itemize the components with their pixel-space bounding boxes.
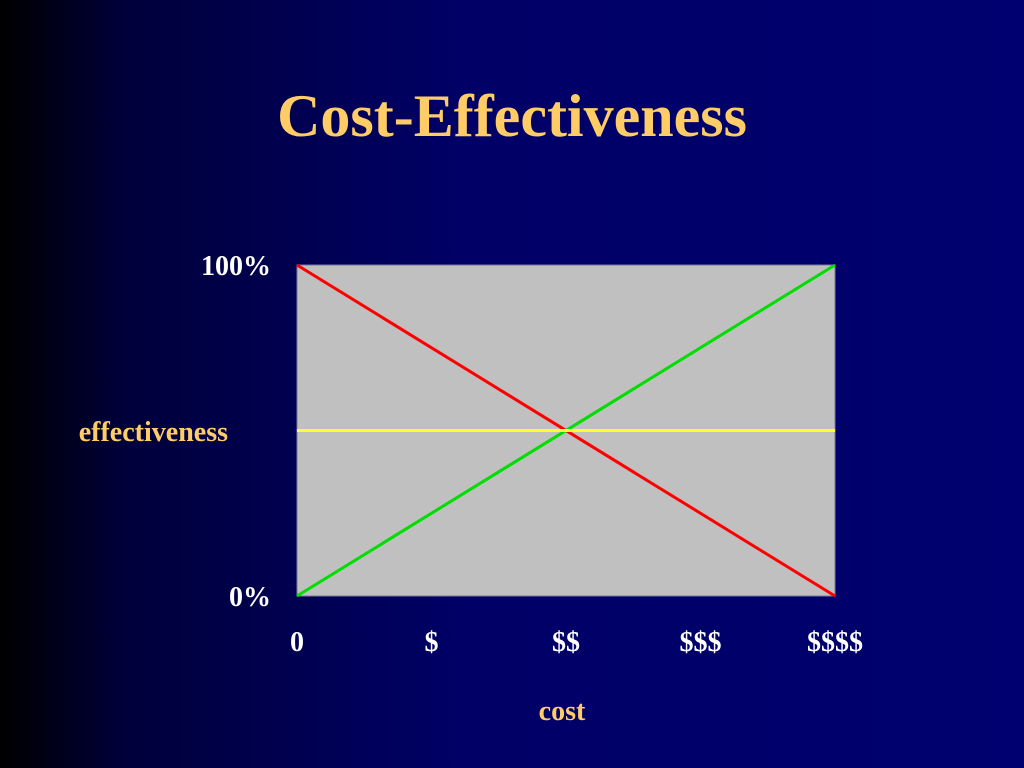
x-tick-label: 0 bbox=[290, 627, 304, 658]
x-tick-labels: 0 $ $$ $$$ $$$$ bbox=[290, 627, 863, 658]
slide-title: Cost-Effectiveness bbox=[277, 83, 747, 149]
x-tick-label: $$$ bbox=[680, 627, 722, 658]
y-tick-label: 100% bbox=[201, 251, 271, 282]
y-tick-label: 0% bbox=[229, 582, 271, 613]
y-tick-labels: 0% 100% bbox=[201, 251, 271, 613]
x-tick-label: $ bbox=[425, 627, 439, 658]
x-tick-label: $$ bbox=[552, 627, 580, 658]
series-layer bbox=[296, 263, 836, 598]
x-tick-label: $$$$ bbox=[807, 627, 863, 658]
y-axis-title: effectiveness bbox=[79, 417, 228, 448]
x-axis-title: cost bbox=[539, 696, 586, 727]
